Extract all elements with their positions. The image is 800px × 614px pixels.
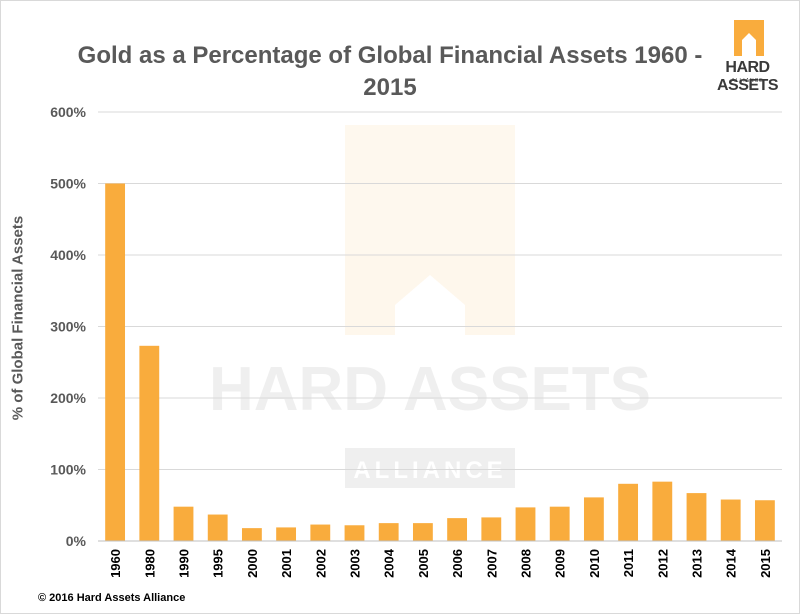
watermark-sub-box	[345, 448, 515, 488]
x-tick-label: 2011	[621, 549, 636, 577]
watermark-mark-icon	[345, 125, 515, 335]
x-tick-label: 2005	[416, 549, 431, 578]
bar-1960	[105, 183, 126, 541]
y-tick-label: 500%	[50, 176, 86, 192]
y-tick-label: 200%	[50, 390, 86, 406]
x-tick-label: 2014	[724, 548, 739, 578]
logo-mark-icon	[734, 20, 764, 56]
copyright: © 2016 Hard Assets Alliance	[38, 592, 186, 604]
x-tick-label: 2008	[519, 549, 534, 578]
x-tick-label: 2004	[382, 548, 397, 578]
bar-2006	[447, 518, 468, 541]
y-tick-label: 600%	[50, 104, 86, 120]
chart-title-line-1: Gold as a Percentage of Global Financial…	[77, 42, 703, 69]
x-tick-label: 2010	[587, 549, 602, 578]
bar-2000	[241, 528, 262, 541]
watermark-sub: ALLIANCE	[353, 457, 506, 484]
chart-title-line-2: 2015	[363, 74, 417, 101]
x-tick-label: 1990	[177, 549, 192, 578]
x-axis-ticks: 1960 1980 1990 1995 2000 2001 2002 2003 2004 2005…	[108, 548, 773, 578]
x-tick-label: 2001	[279, 549, 294, 578]
bar-2003	[344, 525, 365, 541]
y-tick-label: 400%	[50, 247, 86, 263]
bar-2005	[412, 523, 433, 541]
x-tick-label: 1995	[211, 549, 226, 578]
x-tick-label: 2012	[655, 549, 670, 578]
y-tick-label: 100%	[50, 462, 86, 478]
bar-2008	[515, 507, 536, 541]
y-tick-label: 300%	[50, 319, 86, 335]
logo-word: HARD ASSETS	[716, 59, 779, 94]
chart-title: Gold as a Percentage of Global Financial…	[40, 40, 740, 104]
bar-2015	[754, 500, 775, 541]
bar-2013	[686, 493, 707, 541]
x-tick-label: 2007	[484, 549, 499, 578]
y-axis-ticks: 0% 100% 200% 300% 400% 500% 600%	[50, 104, 86, 549]
bar-2011	[618, 483, 639, 541]
bar-1995	[207, 514, 228, 541]
x-tick-label: 2013	[690, 549, 705, 578]
bar-2010	[583, 497, 604, 541]
bar-2004	[378, 523, 399, 541]
bar-2002	[310, 524, 331, 541]
watermark: HARD ASSETS ALLIANCE	[209, 125, 651, 488]
x-tick-label: 2003	[348, 549, 363, 578]
bars	[105, 183, 775, 541]
x-tick-label: 1960	[108, 549, 123, 578]
y-tick-label: 0%	[66, 533, 87, 549]
x-tick-label: 1980	[142, 549, 157, 578]
bar-1980	[139, 345, 160, 541]
hard-assets-logo: HARD ASSETS ALLIANCE	[700, 18, 795, 94]
grid	[98, 111, 782, 470]
x-tick-label: 2002	[313, 549, 328, 578]
watermark-word: HARD ASSETS	[209, 355, 651, 424]
bar-2014	[720, 499, 741, 541]
logo-sub: ALLIANCE	[731, 78, 764, 84]
bar-2001	[276, 527, 297, 541]
bar-1990	[173, 506, 194, 541]
x-tick-label: 2000	[245, 549, 260, 578]
x-tick-label: 2009	[553, 549, 568, 578]
bar-2012	[652, 481, 673, 541]
x-tick-label: 2015	[758, 549, 773, 578]
x-tick-label: 2006	[450, 549, 465, 578]
y-axis-label: % of Global Financial Assets	[9, 215, 27, 421]
bar-2007	[481, 517, 502, 541]
bar-2009	[549, 506, 570, 541]
